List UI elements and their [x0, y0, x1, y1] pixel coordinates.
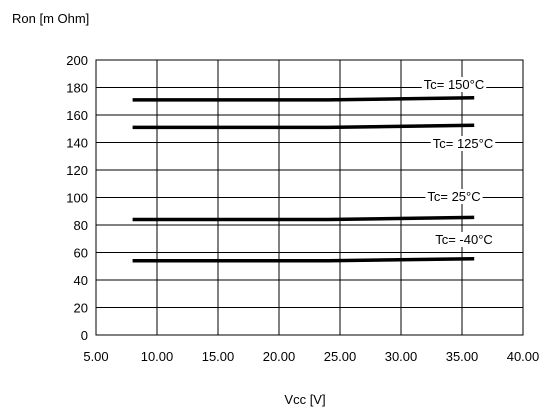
y-tick-label: 0	[81, 328, 88, 343]
x-tick-label: 20.00	[263, 349, 296, 364]
series-label-background	[425, 189, 483, 204]
series-line	[132, 215, 475, 222]
y-tick-label: 200	[66, 53, 88, 68]
y-tick-label: 20	[74, 301, 88, 316]
x-tick-label: 25.00	[324, 349, 357, 364]
series-label-background	[421, 77, 487, 92]
y-tick-label: 80	[74, 218, 88, 233]
y-tick-label: 140	[66, 136, 88, 151]
series-line	[132, 123, 475, 130]
x-tick-label: 40.00	[507, 349, 540, 364]
series-label-background	[433, 232, 495, 247]
x-tick-label: 5.00	[83, 349, 108, 364]
x-axis-label: Vcc [V]	[284, 392, 325, 407]
series-line	[132, 96, 475, 102]
series-label: Tc= -40°C	[435, 232, 493, 247]
series-label: Tc= 150°C	[424, 77, 484, 92]
y-tick-label: 100	[66, 191, 88, 206]
x-tick-label: 35.00	[446, 349, 479, 364]
y-tick-label: 180	[66, 81, 88, 96]
y-tick-label: 40	[74, 273, 88, 288]
y-tick-label: 120	[66, 163, 88, 178]
plot-frame	[95, 59, 524, 336]
x-tick-label: 15.00	[202, 349, 235, 364]
series-line	[132, 256, 475, 263]
y-tick-label: 60	[74, 246, 88, 261]
y-tick-label: 160	[66, 108, 88, 123]
x-tick-label: 30.00	[385, 349, 418, 364]
plot-area: 5.00 10.00 15.00 20.00 25.00 30.00 35.00 40.00 0…	[66, 53, 539, 364]
x-tick-label: 10.00	[141, 349, 174, 364]
y-axis-label: Ron [m Ohm]	[12, 11, 89, 26]
series-label: Tc= 125°C	[433, 136, 493, 151]
series-label-background	[430, 136, 496, 151]
series-label: Tc= 25°C	[427, 189, 480, 204]
